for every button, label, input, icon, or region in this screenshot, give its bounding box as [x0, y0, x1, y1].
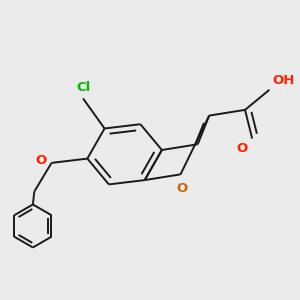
Text: O: O — [176, 182, 188, 195]
Text: O: O — [237, 142, 248, 155]
Text: O: O — [35, 154, 46, 167]
Text: OH: OH — [272, 74, 295, 87]
Text: Cl: Cl — [76, 81, 90, 94]
